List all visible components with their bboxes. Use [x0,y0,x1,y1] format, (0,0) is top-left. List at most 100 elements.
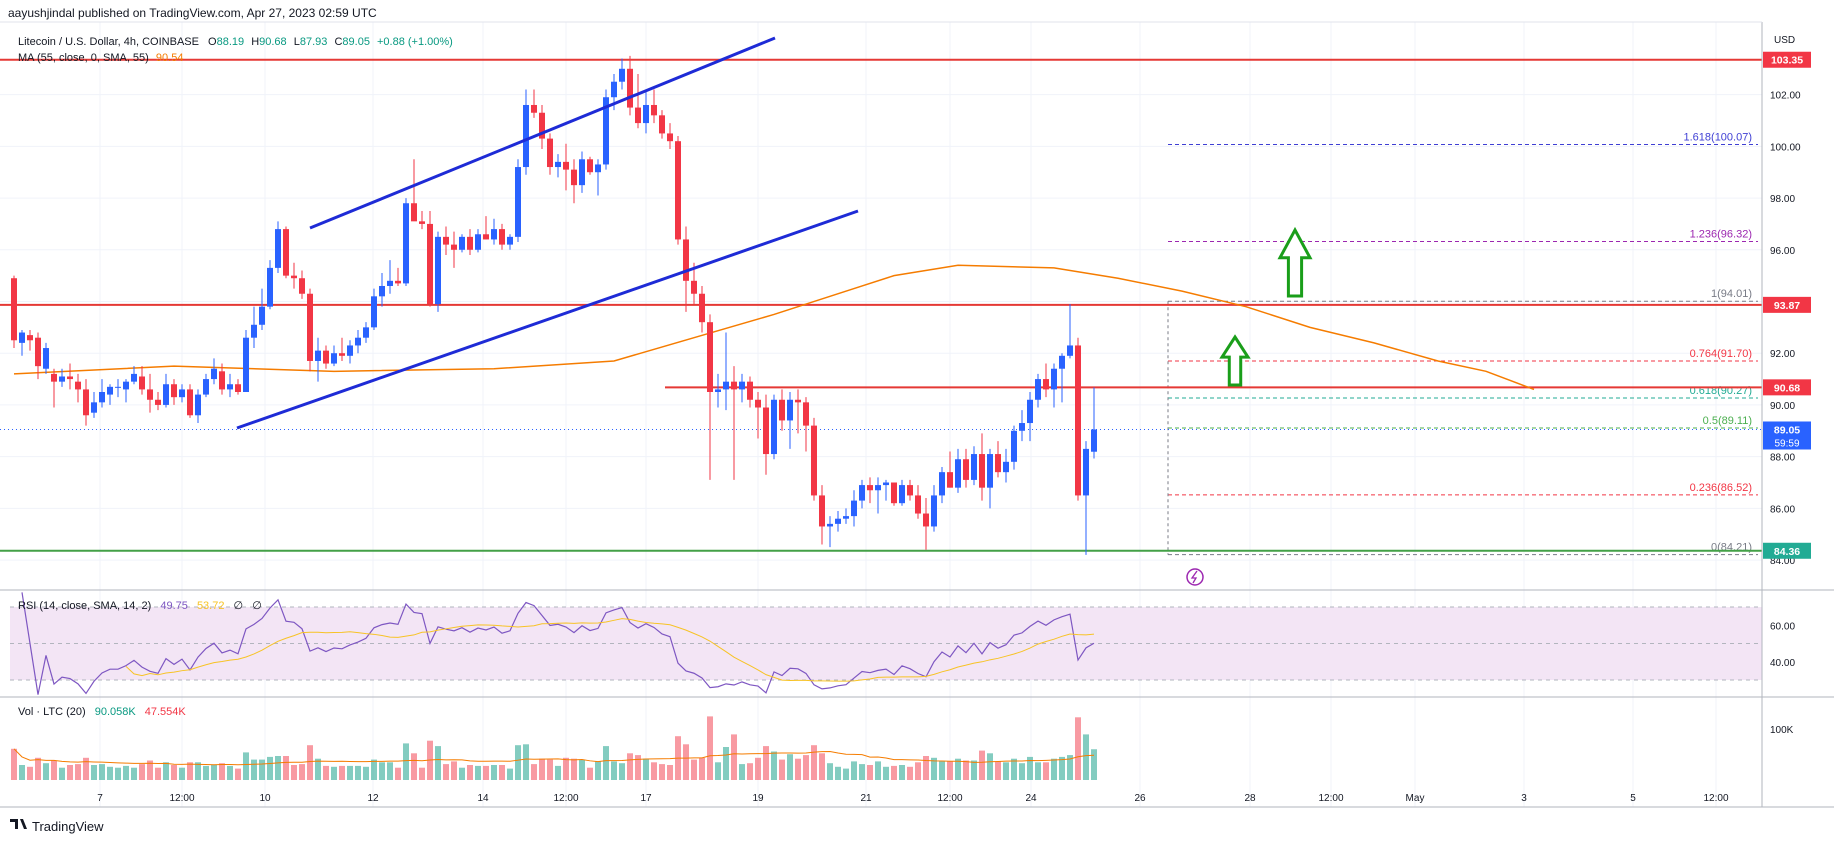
volume-legend-value: 90.058K [95,706,137,718]
fib-label: 0.236(86.52) [1690,482,1752,494]
price-tag-bg [1763,542,1811,559]
axes: 102.00100.0098.0096.0094.0092.0090.0088.… [0,21,1834,808]
candle-body [563,161,569,170]
legend-symbol: Litecoin / U.S. Dollar, 4h, COINBASE O88… [18,36,453,48]
candle-body [963,459,969,480]
price-tag-label: 103.35 [1771,55,1803,67]
volume-bar [963,760,969,780]
candle-body [1059,355,1065,369]
tradingview-logo[interactable]: TradingView [10,819,104,834]
publisher-text: aayushjindal published on TradingView.co… [8,6,377,20]
legend-h: 90.68 [259,36,287,48]
volume-ma-line [13,748,1095,766]
volume-bar [91,765,97,780]
candle-body [723,381,729,390]
fib-label: 1.236(96.32) [1690,229,1752,241]
volume-bar [1059,756,1065,780]
volume-bar [771,751,777,780]
candle-body [219,371,225,390]
rsi-tick-label: 60.00 [1770,621,1795,632]
candle-body [467,236,473,250]
price-tick-label: 92.00 [1770,349,1795,360]
rsi-tick-label: 40.00 [1770,658,1795,669]
candle-body [299,278,305,294]
time-tick-label: 12 [367,793,379,804]
time-tick-label: 12:00 [937,793,962,804]
candle-body [355,337,361,346]
price-tick-label: 100.00 [1770,142,1801,153]
candle-body [1019,423,1025,431]
legend-c-label: C [334,36,342,48]
candle-body [739,381,745,390]
volume-bar [827,763,833,780]
volume-bar [747,763,753,780]
lightning-icon [1190,570,1198,584]
candle-body [571,169,577,186]
volume-bar [1019,763,1025,780]
candle-body [1003,461,1009,473]
rsi-sma-line [125,618,1095,682]
time-tick-label: 7 [97,793,103,804]
candle-body [955,459,961,488]
volume-bar [787,754,793,780]
volume-bar [59,767,65,780]
volume-bar [27,766,33,780]
candle-body [891,482,897,504]
price-tick-label: 86.00 [1770,504,1795,515]
volume-bar [715,762,721,780]
volume-bar [923,756,929,780]
volume-bar [707,716,713,780]
volume-bar [899,765,905,780]
candle-body [763,407,769,455]
candle-body [851,500,857,517]
volume-bar [43,763,49,780]
candle-body [595,164,601,173]
candle-body [579,159,585,186]
candle-body [875,485,881,491]
volume-bar [483,765,489,780]
volume-bar [779,759,785,780]
volume-bar [387,762,393,780]
ma55-line [13,264,1535,391]
candle-body [379,285,385,297]
volume-bar [187,762,193,780]
volume-bar [627,753,633,780]
candle-body [339,353,345,356]
event-marker-icon [1186,568,1204,586]
volume-bar [731,734,737,780]
candle-body [499,229,505,245]
candle-body [131,373,137,382]
candle-body [475,234,481,250]
volume-bar [539,758,545,780]
volume-bar [355,765,361,780]
candle-body [907,485,913,496]
candle-body [531,104,537,113]
candle-body [803,402,809,426]
currency-label: USD [1774,35,1795,46]
channel-upper-line [309,36,776,230]
candle-body [811,425,817,496]
candle-body [171,384,177,398]
rsi-legend-label: RSI (14, close, SMA, 14, 2) [18,600,151,612]
candle-body [507,236,513,245]
volume-bar [947,761,953,780]
candle-body [835,518,841,524]
volume-bar [371,759,377,780]
candle-body [99,392,105,403]
candle-body [1075,345,1081,496]
volume-bar [451,761,457,780]
volume-bar [339,765,345,780]
volume-bar [1083,734,1089,780]
volume-bar [643,758,649,780]
candle-body [283,229,289,276]
volume-bar [811,745,817,780]
candle-body [35,337,41,367]
volume-bar [1091,749,1097,780]
time-tick-label: 5 [1630,793,1636,804]
volume-bar [611,761,617,780]
price-tick-label: 102.00 [1770,91,1801,102]
candle-body [187,389,193,416]
candle-body [275,229,281,268]
